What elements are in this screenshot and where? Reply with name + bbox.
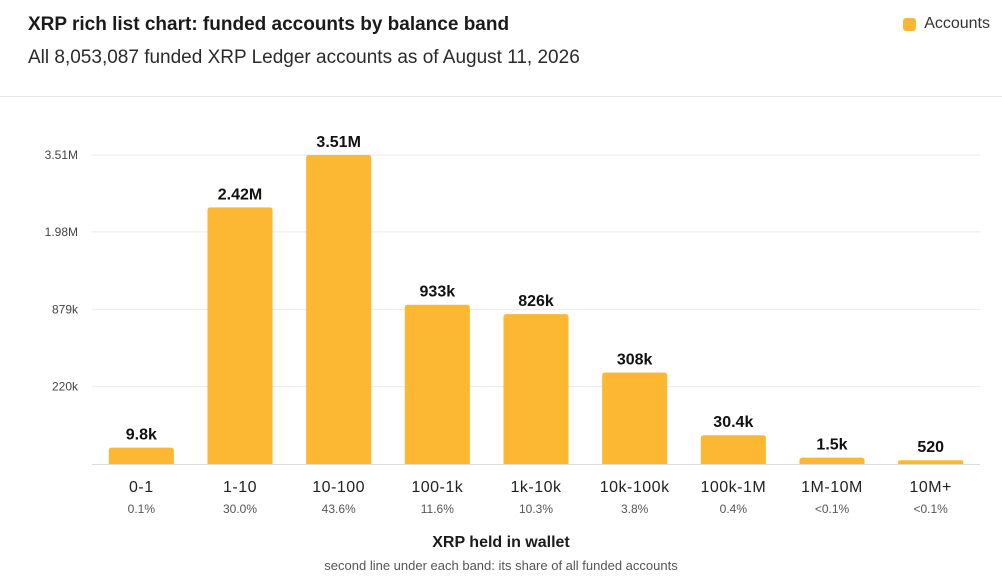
bar-1-10	[207, 207, 273, 464]
legend-label: Accounts	[924, 15, 990, 32]
x-share-label: 0.1%	[128, 502, 156, 516]
bar-10k-100k	[602, 372, 668, 464]
y-tick-label: 879k	[52, 302, 79, 316]
x-tick-label: 10M+	[909, 479, 951, 496]
bar-chart: 220k 879k 1.98M 3.51M 9.8k 0-1 0.1% 2.42M 1-10 30…	[45, 134, 980, 516]
bar-value-label: 1.5k	[816, 437, 847, 454]
bar-10M+	[898, 460, 964, 464]
bar-10-100	[306, 155, 372, 464]
footnote: second line under each band: its share o…	[324, 558, 678, 573]
chart-title: XRP rich list chart: funded accounts by …	[28, 14, 510, 35]
bar-value-label: 30.4k	[713, 414, 753, 431]
x-tick-label: 1-10	[223, 479, 257, 496]
x-share-label: 3.8%	[621, 502, 649, 516]
x-share-label: <0.1%	[815, 502, 850, 516]
x-tick-label: 100-1k	[411, 479, 463, 496]
chart-header: XRP rich list chart: funded accounts by …	[28, 12, 1002, 96]
x-share-label: 10.3%	[519, 502, 553, 516]
x-tick-label: 1M-10M	[801, 479, 863, 496]
header-divider	[0, 96, 1002, 97]
legend-swatch	[903, 17, 917, 31]
legend[interactable]: Accounts	[903, 15, 990, 33]
bar-value-label: 826k	[518, 293, 554, 310]
bar-value-label: 308k	[617, 351, 653, 368]
bar-100k-1M	[700, 435, 766, 464]
chart-subtitle: All 8,053,087 funded XRP Ledger accounts…	[28, 47, 580, 68]
bar-value-label: 933k	[420, 284, 456, 301]
y-tick-label: 220k	[52, 380, 79, 394]
x-share-label: 30.0%	[223, 502, 257, 516]
x-tick-label: 10-100	[312, 479, 365, 496]
x-share-label: 11.6%	[421, 502, 454, 516]
bar-value-label: 9.8k	[126, 427, 157, 444]
y-tick-label: 3.51M	[45, 148, 78, 162]
x-share-label: 43.6%	[322, 502, 356, 516]
x-tick-label: 1k-10k	[510, 479, 562, 496]
bar-value-label: 2.42M	[218, 186, 262, 203]
bar-1k-10k	[503, 314, 569, 464]
bar-value-label: 3.51M	[316, 134, 360, 151]
y-tick-label: 1.98M	[45, 225, 78, 239]
x-share-label: <0.1%	[913, 502, 948, 516]
x-tick-label: 10k-100k	[600, 479, 670, 496]
x-axis-title: XRP held in wallet	[432, 534, 570, 551]
x-tick-label: 0-1	[129, 479, 154, 496]
bar-0-1	[108, 447, 174, 464]
bar-1M-10M	[799, 457, 865, 464]
bar-value-label: 520	[917, 439, 944, 456]
x-share-label: 0.4%	[720, 502, 748, 516]
bar-100-1k	[404, 304, 470, 464]
x-tick-label: 100k-1M	[700, 479, 766, 496]
